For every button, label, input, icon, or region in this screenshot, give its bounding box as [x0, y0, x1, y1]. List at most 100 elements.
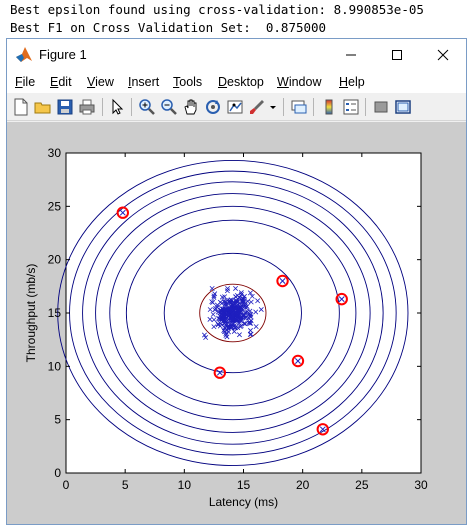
menu-edit[interactable]: Edit [50, 75, 72, 89]
rotate-3d-button[interactable] [203, 97, 223, 117]
rotate-3d-icon [206, 100, 220, 114]
contour-line [125, 219, 340, 407]
data-point [211, 293, 217, 299]
save-button[interactable] [55, 97, 75, 117]
link-plot-button[interactable] [289, 97, 309, 117]
command-window-output: Best epsilon found using cross-validatio… [0, 0, 472, 40]
data-point [225, 307, 231, 313]
anomaly-marker [116, 206, 130, 219]
contour-line [109, 205, 357, 421]
x-tick-label: 25 [355, 478, 369, 492]
data-point [232, 317, 238, 323]
toolbar-separator [102, 98, 103, 116]
insert-colorbar-button[interactable] [319, 97, 339, 117]
new-figure-icon [14, 98, 28, 116]
data-point [224, 288, 230, 294]
data-point [233, 285, 239, 291]
data-point [238, 323, 244, 329]
brush-dropdown[interactable] [267, 97, 277, 117]
data-point [201, 332, 207, 338]
f1-output-line: Best F1 on Cross Validation Set: 0.87500… [10, 20, 327, 35]
data-point [241, 321, 247, 326]
data-point [242, 321, 248, 327]
anomaly-marker [213, 366, 227, 379]
pan-button[interactable] [181, 97, 201, 117]
x-tick-label: 20 [296, 478, 310, 492]
data-point [209, 299, 215, 305]
data-point [209, 285, 215, 291]
y-axis-label: Throughput (mb/s) [24, 264, 38, 363]
insert-legend-button[interactable] [341, 97, 361, 117]
zoom-in-button[interactable] [137, 97, 157, 117]
anomaly-marker [335, 292, 348, 306]
menu-desktop[interactable]: Desktop [218, 75, 264, 89]
brush-button[interactable] [247, 97, 267, 117]
x-tick-label: 15 [237, 478, 251, 492]
insert-legend-icon [343, 99, 359, 115]
data-point [224, 334, 230, 340]
data-point [247, 290, 253, 296]
title-bar[interactable]: Figure 1 [7, 39, 466, 71]
pointer-button[interactable] [107, 97, 127, 117]
menu-insert[interactable]: Insert [128, 75, 160, 89]
close-button[interactable] [420, 39, 466, 71]
menu-view[interactable]: View [87, 75, 114, 89]
zoom-out-icon [161, 99, 177, 115]
minimize-button[interactable] [328, 39, 374, 71]
data-point [226, 329, 232, 335]
y-tick-label: 10 [48, 359, 62, 373]
open-file-icon [34, 102, 51, 114]
data-point [220, 306, 226, 312]
data-cursor-button[interactable] [225, 97, 245, 117]
data-point [212, 307, 218, 313]
data-point [255, 298, 261, 304]
pointer-icon [112, 98, 124, 115]
print-button[interactable] [77, 97, 97, 117]
scatter-plot[interactable]: 0 5 10 15 20 25 30 0 5 10 15 20 25 30 Latency (ms) Th… [7, 122, 466, 524]
y-tick-label: 0 [54, 466, 61, 480]
data-point [246, 320, 252, 326]
data-point [223, 331, 229, 337]
contour-line [95, 193, 371, 433]
data-point [213, 305, 219, 311]
menu-file[interactable]: File [15, 75, 36, 89]
menu-tools[interactable]: Tools [173, 75, 203, 89]
data-point [242, 312, 248, 318]
zoom-out-button[interactable] [159, 97, 179, 117]
open-file-button[interactable] [33, 97, 53, 117]
x-tick-label: 30 [414, 478, 428, 492]
y-tick-label: 30 [48, 146, 62, 160]
data-point [238, 291, 244, 297]
data-point [207, 307, 213, 313]
data-point [253, 309, 259, 315]
new-figure-button[interactable] [11, 97, 31, 117]
menu-window[interactable]: Window [277, 75, 322, 89]
y-tick-label: 20 [48, 253, 62, 267]
menu-help[interactable]: Help [339, 75, 365, 89]
minimize-icon [346, 54, 356, 56]
x-axis-label: Latency (ms) [209, 495, 278, 509]
window-title: Figure 1 [39, 47, 87, 62]
toolbar-separator [131, 98, 132, 116]
y-tick-label: 5 [54, 413, 61, 427]
toolbar-separator [365, 98, 366, 116]
data-point [234, 311, 240, 317]
close-icon [437, 49, 449, 61]
data-point [248, 299, 254, 305]
contour-line [163, 252, 302, 374]
data-point [219, 300, 225, 306]
anomaly-marker [276, 274, 289, 288]
show-plot-tools-icon [395, 100, 411, 114]
maximize-icon [392, 50, 402, 60]
data-point [239, 298, 245, 304]
data-point [222, 294, 228, 300]
zoom-in-icon [139, 99, 155, 115]
data-point [216, 315, 222, 321]
brush-icon [250, 100, 264, 114]
maximize-button[interactable] [374, 39, 420, 71]
hide-plot-tools-button[interactable] [371, 97, 391, 117]
matlab-icon [16, 47, 32, 62]
data-point [233, 294, 239, 300]
show-plot-tools-button[interactable] [393, 97, 413, 117]
data-point [239, 306, 245, 312]
